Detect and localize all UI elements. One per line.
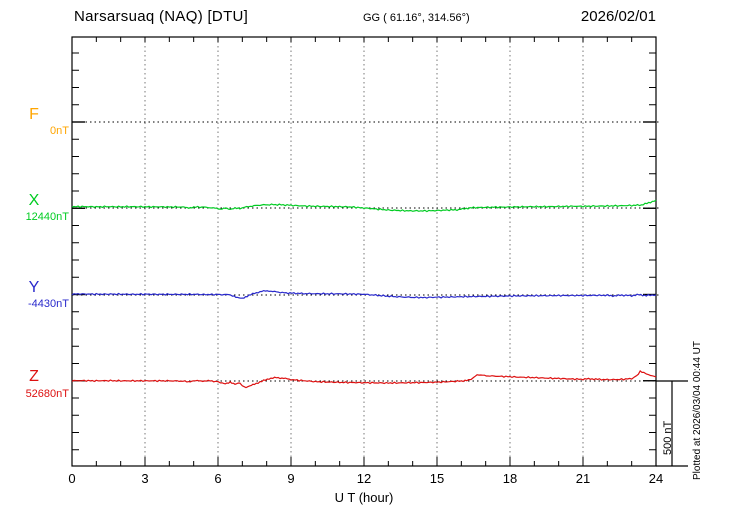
component-baseline-y: -4430nT: [28, 298, 69, 310]
component-label-f: F: [29, 106, 39, 123]
component-label-x: X: [28, 192, 40, 209]
x-tick-12: 12: [356, 471, 372, 486]
x-tick-15: 15: [429, 471, 445, 486]
trace-y: [71, 289, 657, 299]
trace-z: [71, 369, 657, 389]
plot-date: 2026/02/01: [580, 8, 656, 25]
plotted-at-note: Plotted at 2026/03/04 00:44 UT: [692, 341, 703, 480]
station-title: Narsarsuaq (NAQ) [DTU]: [74, 8, 249, 25]
scale-bar-label: 500 nT: [662, 420, 674, 455]
component-baseline-z: 52680nT: [25, 388, 69, 400]
component-baseline-f: 0nT: [50, 125, 69, 137]
component-baseline-x: 12440nT: [25, 211, 69, 223]
geographic-coordinates: GG ( 61.16°, 314.56°): [363, 12, 470, 24]
component-label-z: Z: [29, 368, 39, 385]
x-tick-21: 21: [575, 471, 591, 486]
x-tick-6: 6: [214, 471, 222, 486]
x-axis-label: U T (hour): [334, 490, 394, 505]
trace-x: [71, 199, 657, 213]
x-tick-0: 0: [68, 471, 76, 486]
x-tick-24: 24: [648, 471, 664, 486]
component-label-y: Y: [28, 279, 40, 296]
x-tick-9: 9: [287, 471, 295, 486]
x-tick-18: 18: [502, 471, 518, 486]
x-tick-3: 3: [141, 471, 149, 486]
